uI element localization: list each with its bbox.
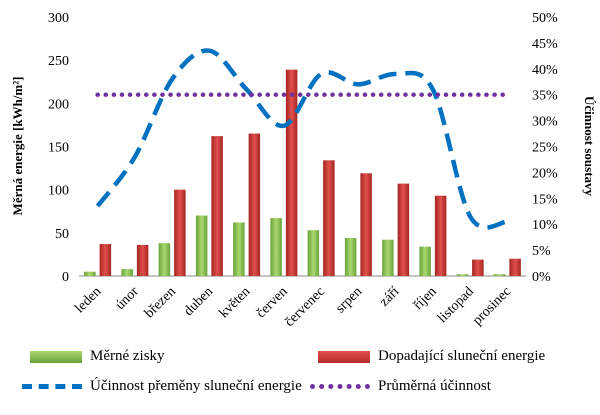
red-bar-swatch — [318, 350, 370, 363]
y-tick-label: 50 — [55, 227, 69, 242]
incident-energy-bar — [211, 136, 223, 276]
incident-energy-bar — [174, 189, 186, 276]
legend-label: Měrné zisky — [90, 348, 165, 364]
incident-energy-bar — [285, 69, 298, 276]
y-axis-title: Měrná energie [kWh/m²] — [10, 77, 25, 216]
legend-label: Účinnost přeměny sluneční energie — [90, 378, 302, 394]
y-tick-label: 200 — [48, 97, 69, 112]
category-labels: leden únor březen duben květen červenčervenec… — [72, 284, 514, 330]
incident-energy-bar — [248, 133, 261, 276]
y-tick-label: 150 — [48, 141, 69, 156]
y-tick-label: 300 — [48, 11, 69, 26]
x-tick-label: červenec — [282, 284, 328, 330]
incident-energy-bar — [323, 160, 335, 276]
y-tick-label: 0 — [62, 270, 69, 285]
y-tick-label: 250 — [48, 54, 69, 69]
specific-gains-bar — [307, 230, 320, 276]
left-axis-ticks: 0 50 100 150 200 250 300 — [48, 11, 69, 285]
y2-tick-label: 15% — [532, 192, 558, 207]
specific-gains-bar — [233, 222, 245, 276]
incident-energy-bar — [136, 244, 149, 276]
blue-dashed-line — [22, 384, 82, 389]
y2-tick-label: 5% — [532, 244, 551, 259]
specific-gains-bar — [195, 215, 208, 276]
legend-item-conversion-efficiency: Účinnost přeměny sluneční energie — [22, 378, 302, 395]
x-tick-label: říjen — [411, 284, 440, 313]
incident-energy-bar — [509, 258, 521, 276]
legend: Měrné zisky Dopadající sluneční energie … — [0, 340, 600, 415]
incident-energy-bar — [360, 173, 372, 276]
specific-gains-bar — [84, 271, 96, 276]
incident-energy-bar — [472, 259, 484, 276]
x-tick-label: březen — [142, 284, 179, 321]
legend-item-average-efficiency: Průměrná účinnost — [310, 378, 491, 395]
y2-axis-title: Účinnost soustavy — [582, 96, 597, 197]
y2-tick-label: 20% — [532, 166, 558, 181]
lines — [95, 48, 510, 230]
x-tick-label: listopad — [435, 284, 477, 326]
y2-tick-label: 50% — [532, 11, 558, 26]
specific-gains-bar — [158, 243, 171, 276]
right-axis-ticks: 0% 5% 10% 15% 20% 25% 30% 35% 40% 45% 50% — [532, 11, 558, 285]
y2-tick-label: 35% — [532, 89, 558, 104]
efficiency-line — [95, 48, 508, 230]
x-tick-label: prosinec — [470, 284, 514, 328]
legend-item-specific-gains: Měrné zisky — [30, 348, 165, 365]
purple-dotted-line — [310, 384, 370, 389]
y2-tick-label: 45% — [532, 37, 558, 52]
incident-energy-bar — [434, 195, 447, 276]
legend-label: Dopadající sluneční energie — [378, 348, 546, 364]
y2-tick-label: 0% — [532, 270, 551, 285]
specific-gains-bar — [382, 239, 394, 276]
green-bar-swatch — [30, 350, 82, 363]
y2-tick-label: 40% — [532, 63, 558, 78]
legend-label: Průměrná účinnost — [378, 378, 491, 394]
x-tick-label: únor — [113, 284, 142, 313]
specific-gains-bar — [419, 246, 431, 276]
specific-gains-bar — [121, 269, 133, 276]
x-tick-label: srpen — [333, 284, 365, 316]
y-tick-label: 100 — [48, 184, 69, 199]
x-tick-label: duben — [181, 284, 216, 319]
specific-gains-bar — [270, 218, 282, 276]
specific-gains-bar — [493, 274, 506, 276]
bars — [84, 69, 521, 276]
legend-item-incident-energy: Dopadající sluneční energie — [318, 348, 545, 365]
specific-gains-bar — [344, 238, 357, 276]
y2-tick-label: 25% — [532, 141, 558, 156]
x-tick-label: květen — [216, 284, 253, 321]
x-tick-label: leden — [72, 284, 104, 316]
y2-tick-label: 10% — [532, 218, 558, 233]
specific-gains-bar — [456, 274, 469, 276]
incident-energy-bar — [397, 183, 410, 276]
x-tick-label: září — [377, 284, 403, 310]
incident-energy-bar — [99, 244, 112, 276]
y2-tick-label: 30% — [532, 115, 558, 130]
